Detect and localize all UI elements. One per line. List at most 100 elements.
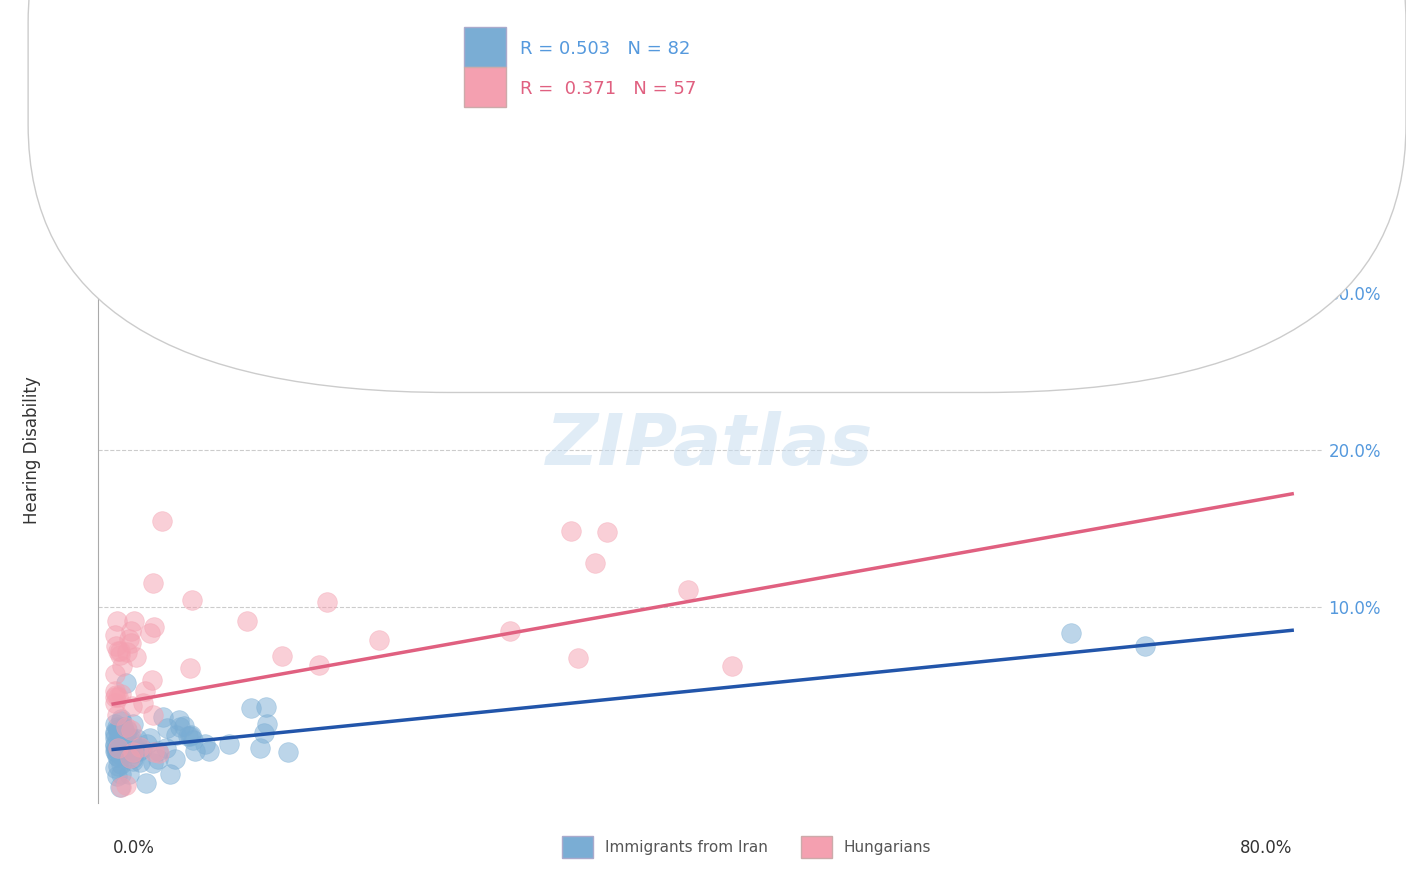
Point (256, 716, 278, 731)
Point (165, 728, 187, 742)
Point (122, 716, 145, 731)
Point (104, 727, 127, 741)
Point (240, 700, 263, 714)
Point (159, 766, 181, 780)
Point (104, 628, 127, 642)
Point (142, 756, 165, 771)
Point (249, 740, 271, 755)
Point (107, 759, 129, 773)
Point (104, 696, 127, 710)
Point (110, 767, 132, 781)
Point (176, 729, 198, 743)
Point (183, 743, 205, 757)
Point (105, 614, 128, 628)
Text: Hungarians: Hungarians (844, 840, 931, 855)
Point (127, 731, 149, 746)
Point (121, 699, 143, 714)
Point (148, 747, 170, 761)
Point (110, 648, 132, 662)
Point (120, 624, 142, 639)
Point (104, 690, 127, 705)
Point (235, 614, 257, 628)
Point (167, 713, 190, 727)
Point (308, 657, 330, 672)
Point (107, 725, 129, 739)
Point (110, 747, 132, 762)
Point (367, 633, 389, 648)
Text: R =  0.371   N = 57: R = 0.371 N = 57 (520, 80, 696, 98)
Point (142, 745, 165, 759)
Point (138, 731, 160, 746)
Point (155, 741, 177, 756)
Point (560, 524, 582, 539)
Point (122, 745, 145, 759)
Point (179, 729, 201, 743)
Point (110, 714, 132, 729)
Point (105, 769, 128, 783)
Point (108, 644, 131, 658)
Point (169, 720, 191, 734)
Point (118, 632, 141, 647)
Point (125, 650, 148, 665)
Point (118, 732, 141, 747)
Point (104, 688, 127, 702)
Point (104, 761, 127, 775)
Point (129, 739, 152, 754)
Point (104, 725, 127, 739)
Point (129, 755, 152, 769)
Point (142, 708, 165, 723)
Point (156, 721, 179, 735)
Point (118, 751, 141, 765)
Point (104, 667, 127, 681)
Point (150, 514, 173, 528)
Point (122, 739, 145, 754)
Point (499, 624, 522, 638)
Point (108, 780, 131, 794)
Text: 0.0%: 0.0% (112, 838, 155, 857)
Point (595, 524, 617, 539)
Point (142, 620, 165, 634)
Point (105, 639, 128, 653)
Point (122, 615, 145, 629)
Point (104, 684, 127, 698)
Point (114, 676, 136, 690)
Point (105, 748, 128, 763)
Point (254, 699, 277, 714)
Point (253, 726, 276, 740)
Point (105, 746, 128, 760)
Point (181, 593, 204, 607)
Point (104, 739, 127, 753)
Point (1060, 626, 1083, 640)
Point (721, 659, 744, 673)
Point (104, 716, 127, 731)
Point (152, 709, 174, 723)
Point (198, 744, 221, 758)
Point (122, 747, 145, 761)
Point (676, 583, 699, 598)
Point (132, 697, 155, 711)
Point (111, 658, 134, 673)
Point (107, 741, 129, 756)
Point (180, 728, 202, 742)
Point (136, 737, 159, 751)
Point (110, 757, 132, 772)
Point (173, 719, 195, 733)
Point (146, 751, 169, 765)
Point (146, 744, 169, 758)
Text: R = 0.503   N = 82: R = 0.503 N = 82 (520, 40, 690, 58)
Point (139, 626, 162, 640)
Point (270, 648, 292, 663)
Point (131, 742, 153, 756)
Point (107, 741, 129, 756)
Point (115, 778, 138, 792)
Point (107, 722, 129, 736)
Point (120, 723, 142, 737)
Point (112, 723, 135, 737)
Text: Source: ZipAtlas.com: Source: ZipAtlas.com (1202, 27, 1350, 41)
Point (110, 780, 132, 794)
Point (120, 731, 142, 745)
Point (115, 727, 138, 741)
Point (183, 732, 205, 747)
Text: 80.0%: 80.0% (1240, 838, 1292, 857)
Point (112, 720, 135, 734)
